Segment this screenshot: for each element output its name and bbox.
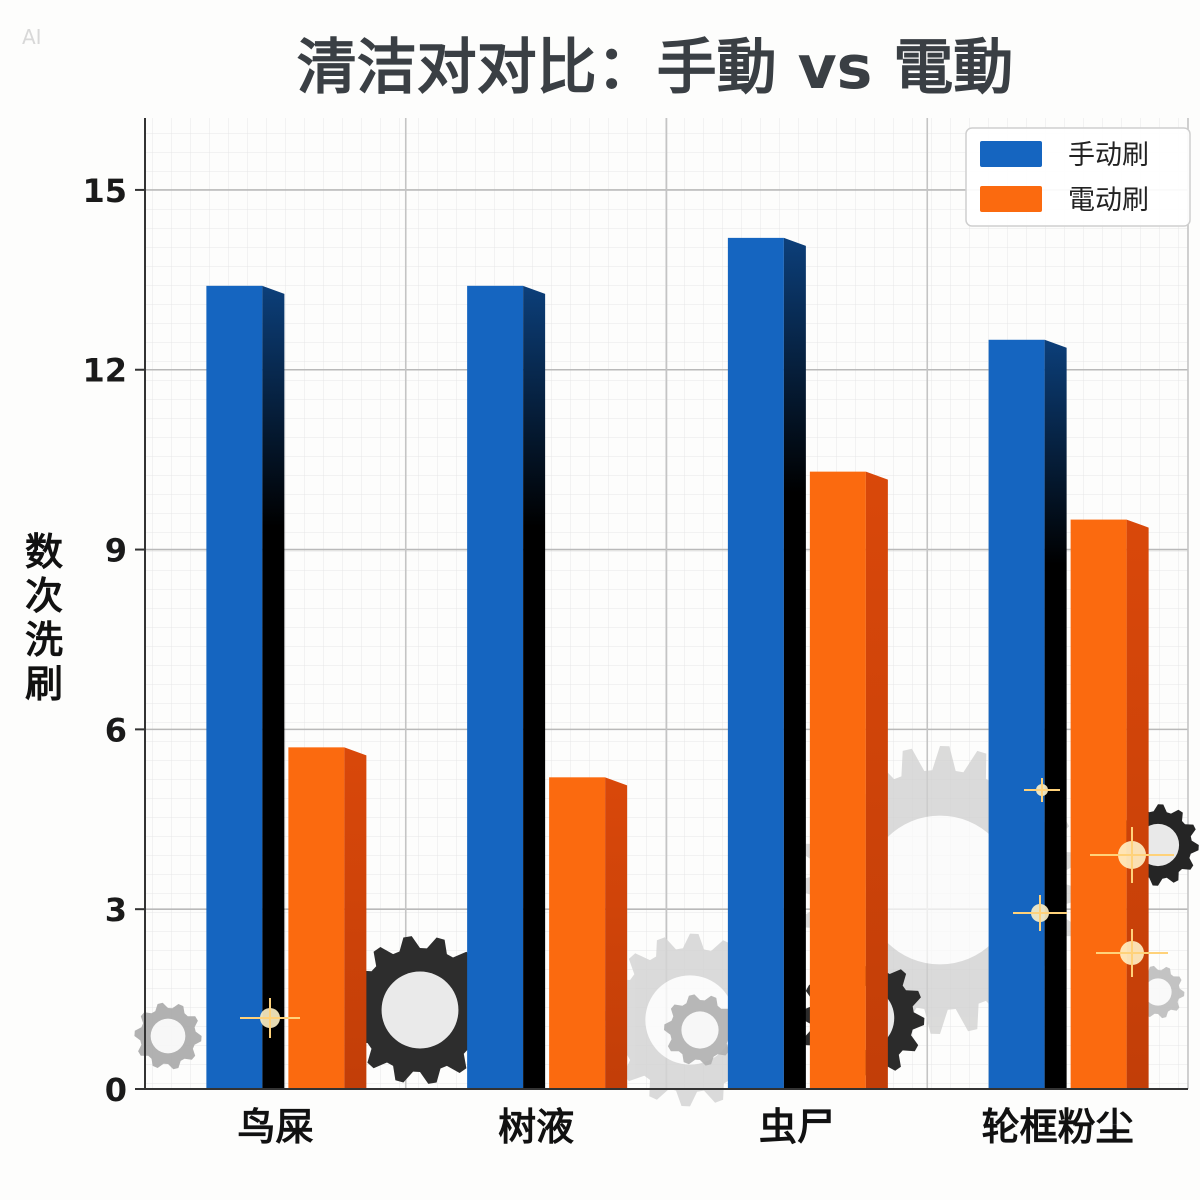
gear-icon — [664, 994, 736, 1066]
sparkle-icon — [240, 998, 300, 1038]
bar-electric-3 — [1070, 519, 1149, 1089]
legend-label-manual: 手动刷 — [1068, 140, 1149, 171]
x-axis-labels: 鸟屎 树液 虫尸 轮框粉尘 — [237, 1105, 1133, 1149]
legend-swatch-electric — [980, 186, 1042, 212]
sparkle-icon — [1024, 778, 1060, 802]
chart-title: 清洁对对比：手動 vs 電動 — [297, 33, 1014, 103]
bar-side — [262, 285, 285, 1089]
legend-swatch-manual — [980, 141, 1042, 167]
y-axis-label-char: 刷 — [25, 662, 63, 706]
bar-side — [523, 285, 546, 1089]
bar-manual-2 — [727, 237, 806, 1090]
bar-manual-1 — [467, 285, 546, 1089]
x-tick-label: 鸟屎 — [237, 1105, 313, 1149]
bar-face — [288, 747, 345, 1089]
y-tick-label: 0 — [105, 1071, 127, 1109]
bar-face — [809, 471, 866, 1089]
watermark-text: AI — [22, 25, 42, 49]
bar-face — [727, 237, 784, 1090]
bar-manual-0 — [206, 285, 285, 1089]
gear-icon — [345, 936, 495, 1084]
y-tick-label: 15 — [82, 172, 127, 210]
y-axis-label-char: 数 — [25, 530, 63, 574]
legend-label-electric: 電动刷 — [1068, 185, 1149, 216]
y-axis-label-char: 次 — [25, 574, 63, 618]
sparkle-decorations — [240, 778, 1174, 1038]
bar-side — [605, 777, 628, 1089]
bars-layer — [206, 237, 1149, 1090]
bar-face — [988, 339, 1045, 1089]
legend: 手动刷 電动刷 — [965, 127, 1191, 227]
bar-face — [467, 285, 524, 1089]
bar-electric-1 — [549, 777, 628, 1089]
y-tick-label: 6 — [105, 711, 127, 749]
x-tick-label: 轮框粉尘 — [982, 1105, 1134, 1149]
y-axis-ticks: 0 3 6 9 12 15 — [82, 172, 145, 1109]
y-tick-label: 3 — [105, 891, 127, 929]
gear-icon — [134, 1002, 202, 1070]
sparkle-icon — [1096, 929, 1168, 977]
bar-electric-2 — [809, 471, 888, 1089]
bar-manual-3 — [988, 339, 1067, 1089]
bar-electric-0 — [288, 747, 367, 1089]
bar-side — [783, 237, 806, 1090]
bar-side — [344, 747, 367, 1089]
bar-face — [549, 777, 606, 1089]
bar-side — [1126, 519, 1149, 1089]
bar-side — [865, 471, 888, 1089]
bar-side — [1044, 339, 1067, 1089]
x-tick-label: 虫尸 — [759, 1105, 835, 1149]
bar-face — [206, 285, 263, 1089]
y-axis-label-char: 洗 — [25, 618, 63, 662]
sparkle-icon — [1013, 895, 1067, 931]
sparkle-icon — [1090, 827, 1174, 883]
bar-face — [1070, 519, 1127, 1089]
y-tick-label: 12 — [82, 352, 127, 390]
x-tick-label: 树液 — [498, 1105, 574, 1149]
y-tick-label: 9 — [105, 532, 127, 570]
